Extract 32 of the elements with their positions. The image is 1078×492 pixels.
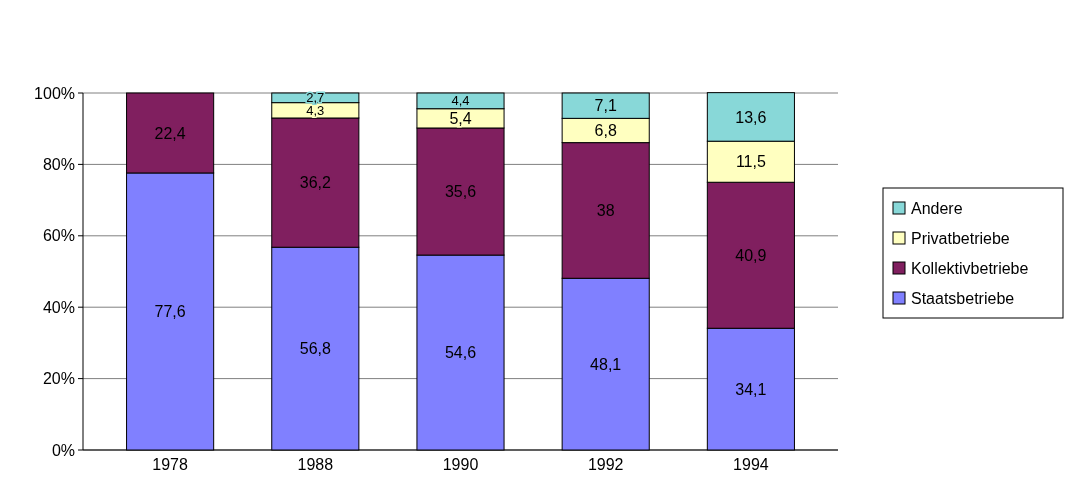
y-tick-label: 80% <box>42 156 75 173</box>
data-label: 54,6 <box>444 344 477 362</box>
data-label: 11,5 <box>735 153 766 171</box>
x-tick-label: 1992 <box>587 456 624 473</box>
data-label: 6,8 <box>594 122 617 140</box>
data-label: 7,1 <box>594 97 617 115</box>
x-tick-label: 1994 <box>733 456 769 473</box>
data-label: 13,6 <box>735 108 767 126</box>
y-tick-label: 100% <box>34 84 75 102</box>
y-tick-label: 20% <box>42 370 75 388</box>
data-label: 48,1 <box>590 355 622 373</box>
data-label: 34,1 <box>735 380 767 398</box>
data-label: 22,4 <box>154 124 186 142</box>
data-label: 77,6 <box>154 303 186 321</box>
data-label: 5,4 <box>449 109 472 127</box>
legend-label: Andere <box>911 199 963 217</box>
x-tick-label: 1988 <box>297 456 334 473</box>
x-tick-label: 1990 <box>442 456 479 473</box>
data-label: 2,7 <box>306 90 325 106</box>
data-label: 40,9 <box>735 246 767 264</box>
data-label: 38 <box>596 202 615 220</box>
data-label: 35,6 <box>444 183 477 201</box>
y-tick-label: 0% <box>51 441 75 459</box>
data-label: 36,2 <box>299 174 331 192</box>
legend-label: Kollektivbetriebe <box>911 259 1029 277</box>
y-tick-label: 40% <box>42 298 75 316</box>
x-tick-label: 1978 <box>152 456 189 473</box>
legend-label: Privatbetriebe <box>911 229 1010 247</box>
data-label: 4,4 <box>451 93 470 109</box>
legend-label: Staatsbetriebe <box>911 289 1015 307</box>
y-tick-label: 60% <box>42 227 75 245</box>
data-label: 56,8 <box>299 340 331 358</box>
